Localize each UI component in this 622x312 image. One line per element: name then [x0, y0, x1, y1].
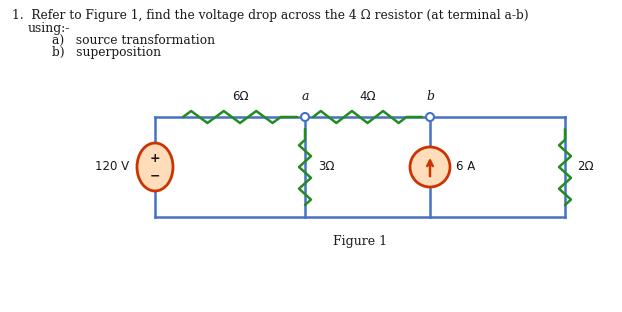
Text: 2Ω: 2Ω	[577, 160, 593, 173]
Circle shape	[426, 113, 434, 121]
Text: 1.  Refer to Figure 1, find the voltage drop across the 4 Ω resistor (at termina: 1. Refer to Figure 1, find the voltage d…	[12, 9, 529, 22]
Text: 120 V: 120 V	[95, 160, 129, 173]
Text: a: a	[301, 90, 309, 103]
Text: using:-: using:-	[28, 22, 70, 35]
Text: a)   source transformation: a) source transformation	[52, 34, 215, 47]
Text: 3Ω: 3Ω	[318, 160, 335, 173]
Circle shape	[410, 147, 450, 187]
Text: 4Ω: 4Ω	[359, 90, 376, 103]
Circle shape	[301, 113, 309, 121]
Text: +: +	[150, 152, 160, 164]
Text: 6Ω: 6Ω	[231, 90, 248, 103]
Text: 6 A: 6 A	[456, 160, 475, 173]
Ellipse shape	[137, 143, 173, 191]
Text: b)   superposition: b) superposition	[52, 46, 161, 59]
Text: b: b	[426, 90, 434, 103]
Text: −: −	[150, 169, 160, 183]
Text: Figure 1: Figure 1	[333, 235, 387, 248]
